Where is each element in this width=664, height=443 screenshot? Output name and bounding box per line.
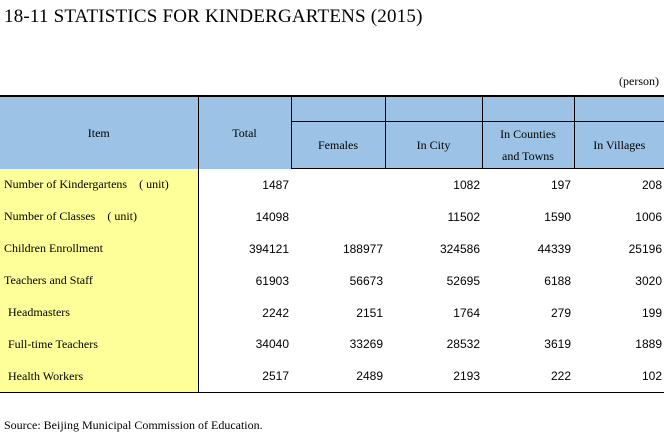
header-females: Females — [290, 121, 385, 169]
source-note: Source: Beijing Municipal Commission of … — [4, 418, 263, 432]
table-row: Full-time Teachers 34040 33269 28532 3619 188… — [0, 328, 664, 361]
row-label-cell: Headmasters — [0, 296, 199, 329]
females-cell: 56673 — [349, 273, 383, 288]
row-label-cell: Full-time Teachers — [0, 328, 199, 361]
row-label-cell: Number of Kindergartens ( unit) — [0, 168, 199, 201]
row-label: Health Workers — [8, 368, 84, 383]
table-row: Teachers and Staff 61903 56673 52695 6188 302… — [0, 264, 664, 297]
in-city-cell: 324586 — [439, 241, 480, 256]
in-villages-cell: 25196 — [628, 241, 662, 256]
unit-note: (person) — [619, 74, 659, 88]
row-unit: ( unit) — [139, 177, 169, 192]
in-villages-cell: 102 — [574, 360, 664, 394]
row-label: Number of Classes — [4, 209, 96, 224]
table-row: Number of Classes ( unit) 14098 11502 1590 10… — [0, 200, 664, 233]
header-spacer — [384, 95, 482, 122]
row-label: Teachers and Staff — [4, 273, 93, 288]
in-villages-cell: 208 — [641, 177, 662, 192]
in-city-cell: 11502 — [447, 209, 480, 224]
females-cell: 188977 — [342, 241, 383, 256]
total-cell: 34040 — [255, 337, 289, 352]
total-cell: 2242 — [262, 305, 289, 320]
females-cell — [291, 201, 385, 233]
header-in-counties-line1: In Counties — [500, 127, 556, 141]
header-spacer — [290, 95, 385, 122]
in-city-cell: 28532 — [446, 337, 480, 352]
in-villages-cell: 1006 — [635, 209, 662, 224]
in-counties-cell: 1590 — [544, 209, 571, 224]
header-spacer — [573, 95, 664, 122]
row-label: Full-time Teachers — [8, 336, 98, 351]
in-counties-cell: 222 — [482, 360, 574, 394]
total-cell: 394121 — [248, 241, 289, 256]
in-city-cell: 2193 — [385, 360, 482, 394]
table-row: Number of Kindergartens ( unit) 1487 1082 19… — [0, 168, 664, 201]
in-counties-cell: 6188 — [544, 273, 571, 288]
page-title: 18-11 STATISTICS FOR KINDERGARTENS (2015… — [4, 6, 423, 27]
row-unit: ( unit) — [107, 209, 137, 224]
in-counties-cell: 3619 — [544, 337, 571, 352]
total-cell: 14098 — [255, 209, 289, 224]
statistics-table: Item Total Females In City In Counties a… — [0, 95, 664, 394]
females-cell: 33269 — [349, 337, 383, 352]
header-spacer — [481, 95, 574, 122]
header-total: Total — [197, 95, 291, 169]
table-row: Health Workers 2517 2489 2193 222 102 — [0, 360, 664, 394]
row-label-cell: Health Workers — [0, 360, 199, 394]
header-in-city: In City — [384, 121, 482, 169]
total-cell: 2517 — [198, 360, 291, 394]
in-counties-cell: 197 — [550, 177, 571, 192]
table-row: Headmasters 2242 2151 1764 279 199 — [0, 296, 664, 329]
total-cell: 61903 — [255, 273, 289, 288]
header-in-counties-line2: and Towns — [502, 149, 554, 163]
header-item: Item — [0, 95, 198, 169]
row-label: Number of Kindergartens — [4, 177, 128, 192]
in-villages-cell: 1889 — [635, 337, 662, 352]
header-in-counties-and-towns: In Counties and Towns — [481, 121, 574, 169]
row-label: Headmasters — [8, 305, 70, 319]
in-city-cell: 52695 — [446, 273, 480, 288]
in-counties-cell: 279 — [550, 305, 571, 320]
in-city-cell: 1764 — [453, 305, 480, 320]
total-cell: 1487 — [262, 177, 289, 192]
females-cell — [291, 169, 385, 201]
row-label: Children Enrollment — [4, 241, 103, 256]
in-counties-cell: 44339 — [537, 241, 571, 256]
in-villages-cell: 3020 — [635, 273, 662, 288]
row-label-cell: Children Enrollment — [0, 232, 199, 265]
header-in-villages: In Villages — [573, 121, 664, 169]
in-villages-cell: 199 — [641, 305, 662, 320]
table-row: Children Enrollment 394121 188977 324586 443… — [0, 232, 664, 265]
row-label-cell: Teachers and Staff — [0, 264, 199, 297]
females-cell: 2489 — [291, 360, 385, 394]
females-cell: 2151 — [356, 305, 383, 320]
in-city-cell: 1082 — [453, 177, 480, 192]
row-label-cell: Number of Classes ( unit) — [0, 200, 199, 233]
